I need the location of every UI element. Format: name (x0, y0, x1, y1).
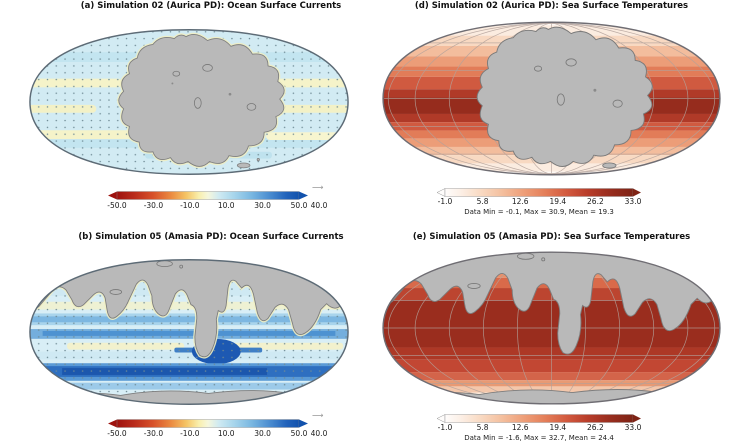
reference-vector-label: 40.0 (310, 201, 328, 210)
lake-outlines (171, 64, 257, 111)
aurica-landmass (118, 33, 285, 167)
panel-e-colorbar-ticks: -1.0 5.8 12.6 19.4 26.2 33.0 (438, 423, 642, 433)
lake-outlines (534, 58, 623, 108)
tick-label: 50.0 (290, 201, 308, 210)
aurica-landmass (476, 26, 653, 167)
tick-label: -30.0 (143, 429, 164, 438)
small-islands (236, 158, 260, 169)
tick-label: 50.0 (290, 429, 308, 438)
panel-a-map (29, 29, 349, 175)
tick-label: 26.2 (587, 197, 604, 206)
reference-vector-label: 40.0 (310, 429, 328, 438)
tick-label: -50.0 (107, 201, 127, 210)
map-outline (382, 251, 721, 405)
tick-label: 30.0 (254, 201, 271, 210)
panel-b-title: (b) Simulation 05 (Amasia PD): Ocean Sur… (78, 232, 344, 242)
south-polar-landmass (35, 390, 339, 405)
panel-d-colorbar-ticks: -1.0 5.8 12.6 19.4 26.2 33.0 (438, 197, 642, 207)
amasia-landmass (383, 252, 720, 355)
tick-label: 19.4 (549, 423, 567, 432)
colorbar-extend-right-arrow (299, 191, 308, 200)
tick-label: 30.0 (254, 429, 271, 438)
colorbar-extend-left-arrow (108, 191, 117, 200)
panel-b-colorbar-ticks: -50.0 -30.0 -10.0 10.0 30.0 50.0 (107, 429, 307, 439)
colorbar-gradient (444, 414, 634, 423)
colorbar-gradient (116, 419, 300, 428)
panel-e-title: (e) Simulation 05 (Amasia PD): Sea Surfa… (412, 232, 691, 242)
tick-label: -30.0 (143, 201, 164, 210)
panel-a-colorbar-ticks: -50.0 -30.0 -10.0 10.0 30.0 50.0 (107, 201, 307, 211)
colorbar-extend-left-arrow (437, 188, 446, 197)
colorbar-extend-left-arrow (108, 419, 117, 428)
lake-outlines (467, 252, 546, 289)
south-polar-landmass (388, 389, 711, 404)
panel-e-stats: Data Min = -1.6, Max = 32.7, Mean = 24.4 (464, 434, 614, 442)
panel-d-colorbar (437, 188, 641, 197)
panel-d-map (382, 21, 721, 176)
colorbar-gradient (444, 188, 634, 197)
tick-label: 10.0 (217, 201, 235, 210)
map-outline (382, 21, 721, 176)
tick-label: -10.0 (180, 429, 200, 438)
map-outline (29, 259, 349, 405)
colorbar-extend-left-arrow (437, 414, 446, 423)
tick-label: 10.0 (217, 429, 235, 438)
tick-label: -50.0 (107, 429, 127, 438)
tick-label: 33.0 (624, 423, 642, 432)
colorbar-extend-right-arrow (633, 188, 641, 197)
tick-label: 5.8 (476, 197, 489, 206)
reference-vector-arrow-icon: ⟶ (312, 411, 324, 420)
tick-label: 26.2 (587, 423, 604, 432)
reference-vector-arrow-icon: ⟶ (312, 183, 324, 192)
panel-d-title: (d) Simulation 02 (Aurica PD): Sea Surfa… (414, 1, 689, 11)
panel-b-map (29, 259, 349, 405)
amasia-landmass (29, 259, 349, 358)
tick-label: 12.6 (511, 423, 529, 432)
map-outline (29, 29, 349, 175)
tick-label: 33.0 (624, 197, 642, 206)
panel-e-colorbar (437, 414, 641, 423)
colorbar-extend-right-arrow (633, 414, 641, 423)
colorbar-extend-right-arrow (299, 419, 308, 428)
tick-label: -1.0 (437, 197, 453, 206)
colorbar-gradient (116, 191, 300, 200)
tick-label: 19.4 (549, 197, 567, 206)
panel-e-map (382, 251, 721, 405)
small-islands (602, 162, 617, 169)
tick-label: -1.0 (437, 423, 453, 432)
panel-b-colorbar (108, 419, 308, 428)
tick-label: 12.6 (511, 197, 529, 206)
tick-label: 5.8 (476, 423, 489, 432)
panel-d-stats: Data Min = -0.1, Max = 30.9, Mean = 19.3 (464, 208, 614, 216)
tick-label: -10.0 (180, 201, 200, 210)
panel-a-title: (a) Simulation 02 (Aurica PD): Ocean Sur… (80, 1, 342, 11)
panel-a-colorbar (108, 191, 308, 200)
